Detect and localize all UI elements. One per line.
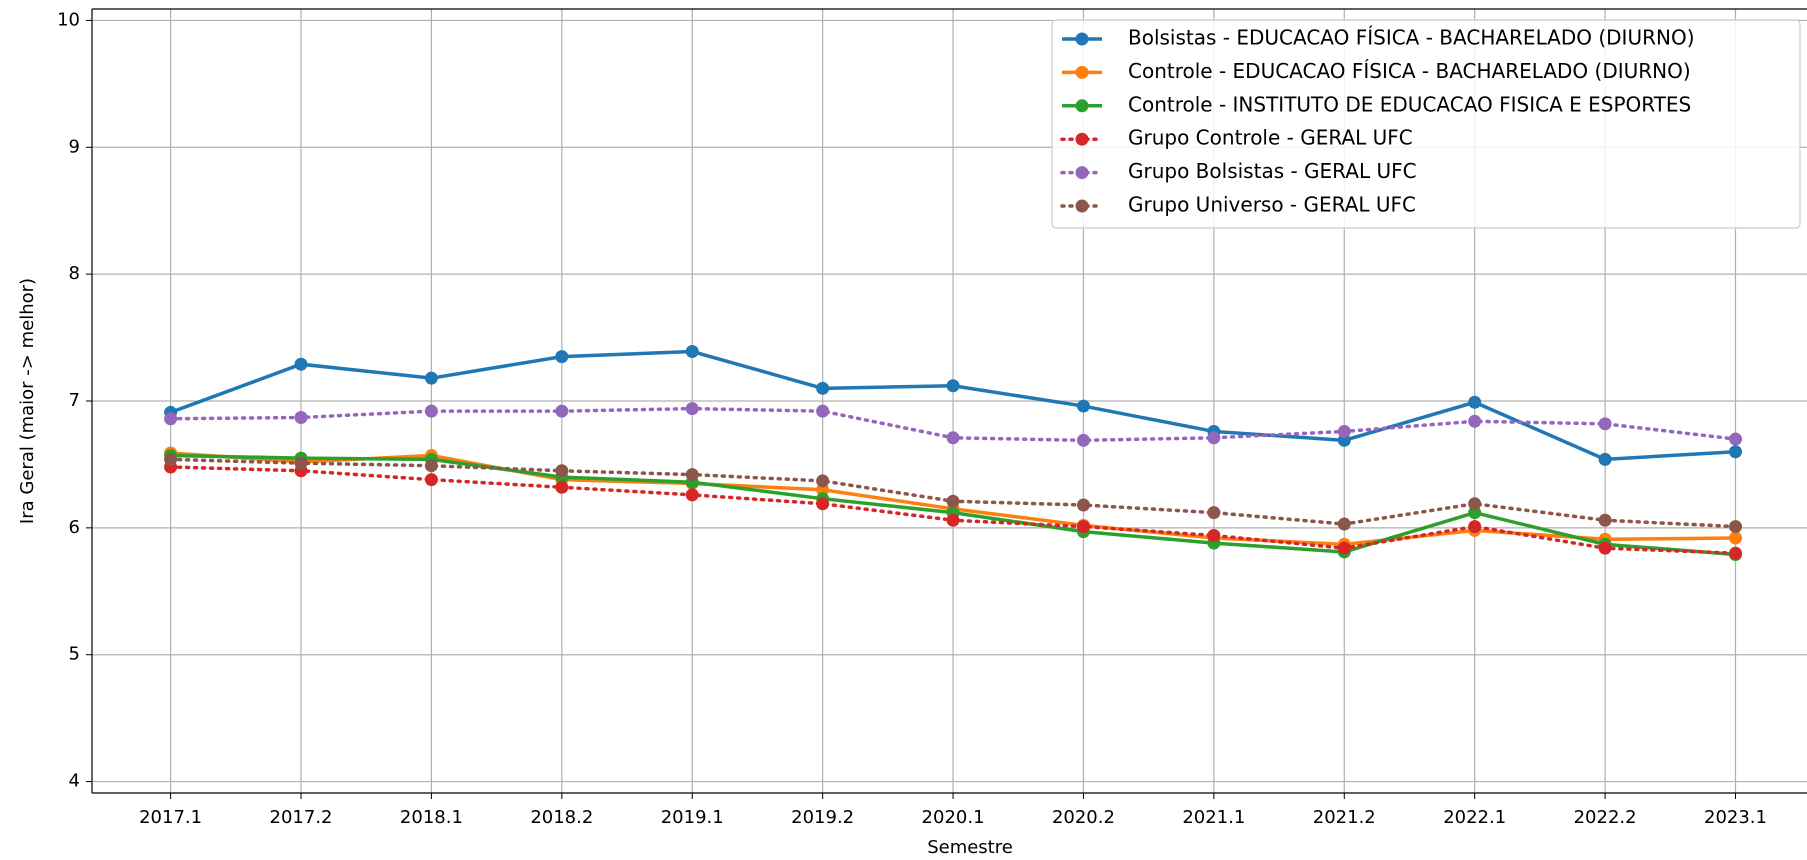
x-tick-label: 2017.1 [139, 807, 202, 828]
legend-marker [1075, 99, 1089, 113]
data-point [1468, 520, 1482, 534]
x-tick-label: 2023.1 [1704, 807, 1767, 828]
legend-marker [1075, 132, 1089, 146]
data-point [1337, 424, 1351, 438]
legend-label: Grupo Bolsistas - GERAL UFC [1128, 159, 1417, 183]
data-point [1468, 395, 1482, 409]
data-point [294, 456, 308, 470]
data-point [1729, 520, 1742, 534]
data-point [816, 497, 830, 511]
x-tick-label: 2019.2 [791, 807, 854, 828]
data-point [1468, 506, 1482, 520]
data-point [1207, 431, 1221, 445]
data-point [1598, 452, 1612, 466]
legend-marker [1075, 32, 1089, 46]
data-point [424, 473, 438, 487]
legend-label: Bolsistas - EDUCACAO FÍSICA - BACHARELAD… [1128, 26, 1695, 50]
data-point [946, 494, 960, 508]
data-point [816, 474, 830, 488]
x-tick-label: 2018.2 [530, 807, 593, 828]
data-point [1076, 520, 1090, 534]
data-point [1729, 531, 1742, 545]
legend-marker [1075, 65, 1089, 79]
legend-box [1051, 19, 1801, 229]
y-tick-label: 6 [69, 517, 80, 538]
data-point [1468, 414, 1482, 428]
y-tick-label: 7 [69, 390, 80, 411]
data-point [424, 404, 438, 418]
x-axis-label: Semestre [927, 837, 1013, 858]
legend-label: Controle - INSTITUTO DE EDUCACAO FISICA … [1128, 92, 1691, 116]
legend-label: Controle - EDUCACAO FÍSICA - BACHARELADO… [1128, 59, 1691, 83]
data-point [685, 468, 699, 482]
data-point [424, 459, 438, 473]
x-tick-label: 2018.1 [400, 807, 463, 828]
legend-label: Grupo Controle - GERAL UFC [1128, 126, 1413, 150]
legend-label: Grupo Universo - GERAL UFC [1128, 193, 1416, 217]
data-point [816, 483, 830, 497]
data-point [164, 452, 178, 466]
legend-marker [1075, 166, 1089, 180]
data-point [1468, 497, 1482, 511]
y-axis-label: Ira Geral (maior -> melhor) [17, 278, 38, 524]
legend-marker [1075, 199, 1089, 213]
data-point [1729, 432, 1742, 446]
y-tick-label: 9 [69, 136, 80, 157]
data-point [946, 431, 960, 445]
data-point [1076, 498, 1090, 512]
data-point [1729, 445, 1742, 459]
data-point [816, 404, 830, 418]
data-point [1207, 528, 1221, 542]
data-point [1076, 399, 1090, 413]
data-point [946, 379, 960, 393]
data-point [685, 402, 699, 416]
data-point [294, 410, 308, 424]
data-point [1337, 517, 1351, 531]
y-tick-label: 10 [57, 9, 80, 30]
data-point [1337, 541, 1351, 555]
data-point [1598, 513, 1612, 527]
data-point [294, 357, 308, 371]
data-point [1076, 433, 1090, 447]
x-tick-label: 2020.2 [1052, 807, 1115, 828]
data-point [555, 350, 569, 364]
data-point [1337, 433, 1351, 447]
data-point [1598, 541, 1612, 555]
x-tick-label: 2022.1 [1443, 807, 1506, 828]
y-tick-label: 8 [69, 263, 80, 284]
data-point [424, 371, 438, 385]
data-point [1207, 506, 1221, 520]
x-tick-label: 2019.1 [661, 807, 724, 828]
data-point [816, 381, 830, 395]
x-tick-label: 2017.2 [270, 807, 333, 828]
x-tick-label: 2020.1 [922, 807, 985, 828]
x-tick-label: 2022.2 [1574, 807, 1637, 828]
data-point [946, 513, 960, 527]
y-tick-label: 4 [69, 771, 80, 792]
data-point [555, 404, 569, 418]
x-tick-label: 2021.2 [1313, 807, 1376, 828]
data-point [685, 345, 699, 359]
data-point [1729, 546, 1742, 560]
data-point [555, 480, 569, 494]
data-point [1598, 417, 1612, 431]
data-point [685, 488, 699, 502]
data-point [164, 412, 178, 426]
x-tick-label: 2021.1 [1182, 807, 1245, 828]
y-tick-label: 5 [69, 644, 80, 665]
data-point [555, 464, 569, 478]
